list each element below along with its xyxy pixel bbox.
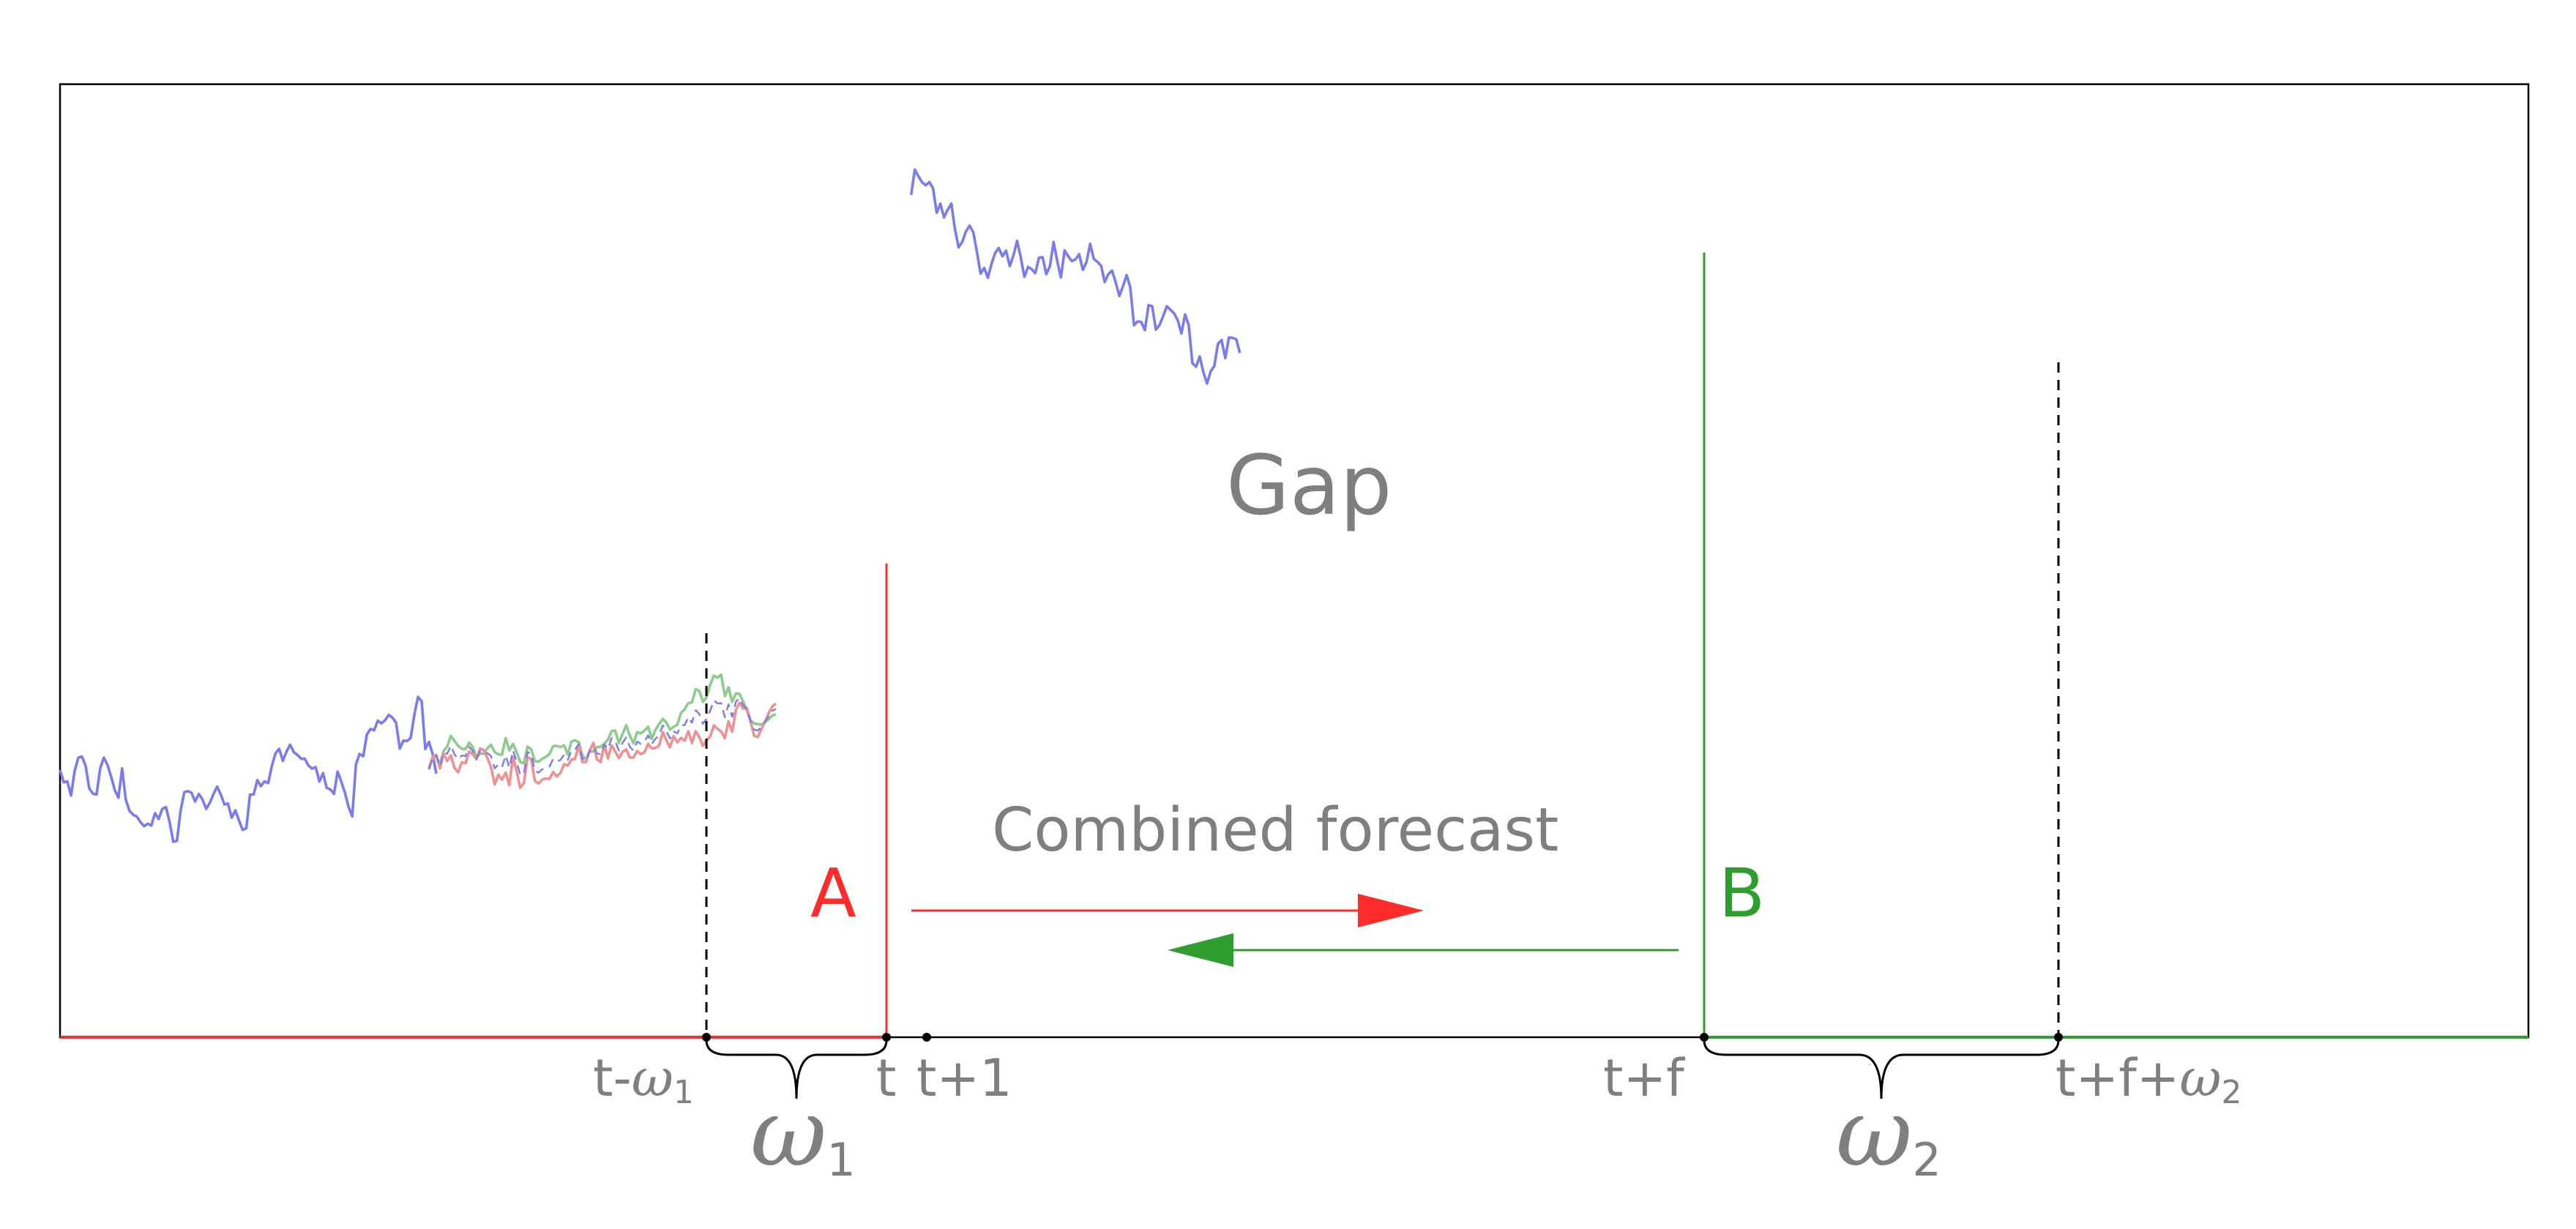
combined-forecast-series xyxy=(428,697,777,776)
tick-label-t-plus-1: t+1 xyxy=(916,1048,1012,1108)
tick-label-t-plus-f: t+f xyxy=(1603,1048,1685,1108)
forward-forecast-series xyxy=(428,701,777,789)
tick-dot-t-plus-f xyxy=(1700,1033,1709,1042)
backward-forecast-series xyxy=(428,673,777,769)
window-1-brace xyxy=(705,1039,888,1099)
point-b-label: B xyxy=(1719,854,1765,933)
tick-dot-t xyxy=(882,1033,891,1042)
backward-arrow-head xyxy=(1168,933,1233,967)
point-a-label: A xyxy=(810,854,856,933)
window-2-brace xyxy=(1703,1039,2060,1099)
window-1-label: ω1 xyxy=(750,1079,856,1188)
window-2-label: ω2 xyxy=(1836,1079,1941,1188)
combined-forecast-label: Combined forecast xyxy=(992,796,1558,865)
forward-arrow-head xyxy=(1358,894,1424,927)
tick-dot-t-plus-1 xyxy=(922,1033,931,1042)
gap-label: Gap xyxy=(1226,438,1392,534)
series-layer xyxy=(59,168,1242,843)
plot-frame xyxy=(59,83,2530,1039)
observed-series-left xyxy=(59,695,438,843)
observed-series-right xyxy=(909,168,1242,385)
tick-dot-t-plus-f-plus-w2 xyxy=(2054,1033,2063,1042)
tick-label-t-minus-w1: t-ω1 xyxy=(593,1048,694,1111)
tick-dot-t-minus-w1 xyxy=(702,1033,711,1042)
tick-label-t: t xyxy=(876,1048,896,1108)
tick-label-t-plus-f-plus-w2: t+f+ω2 xyxy=(2056,1048,2242,1111)
